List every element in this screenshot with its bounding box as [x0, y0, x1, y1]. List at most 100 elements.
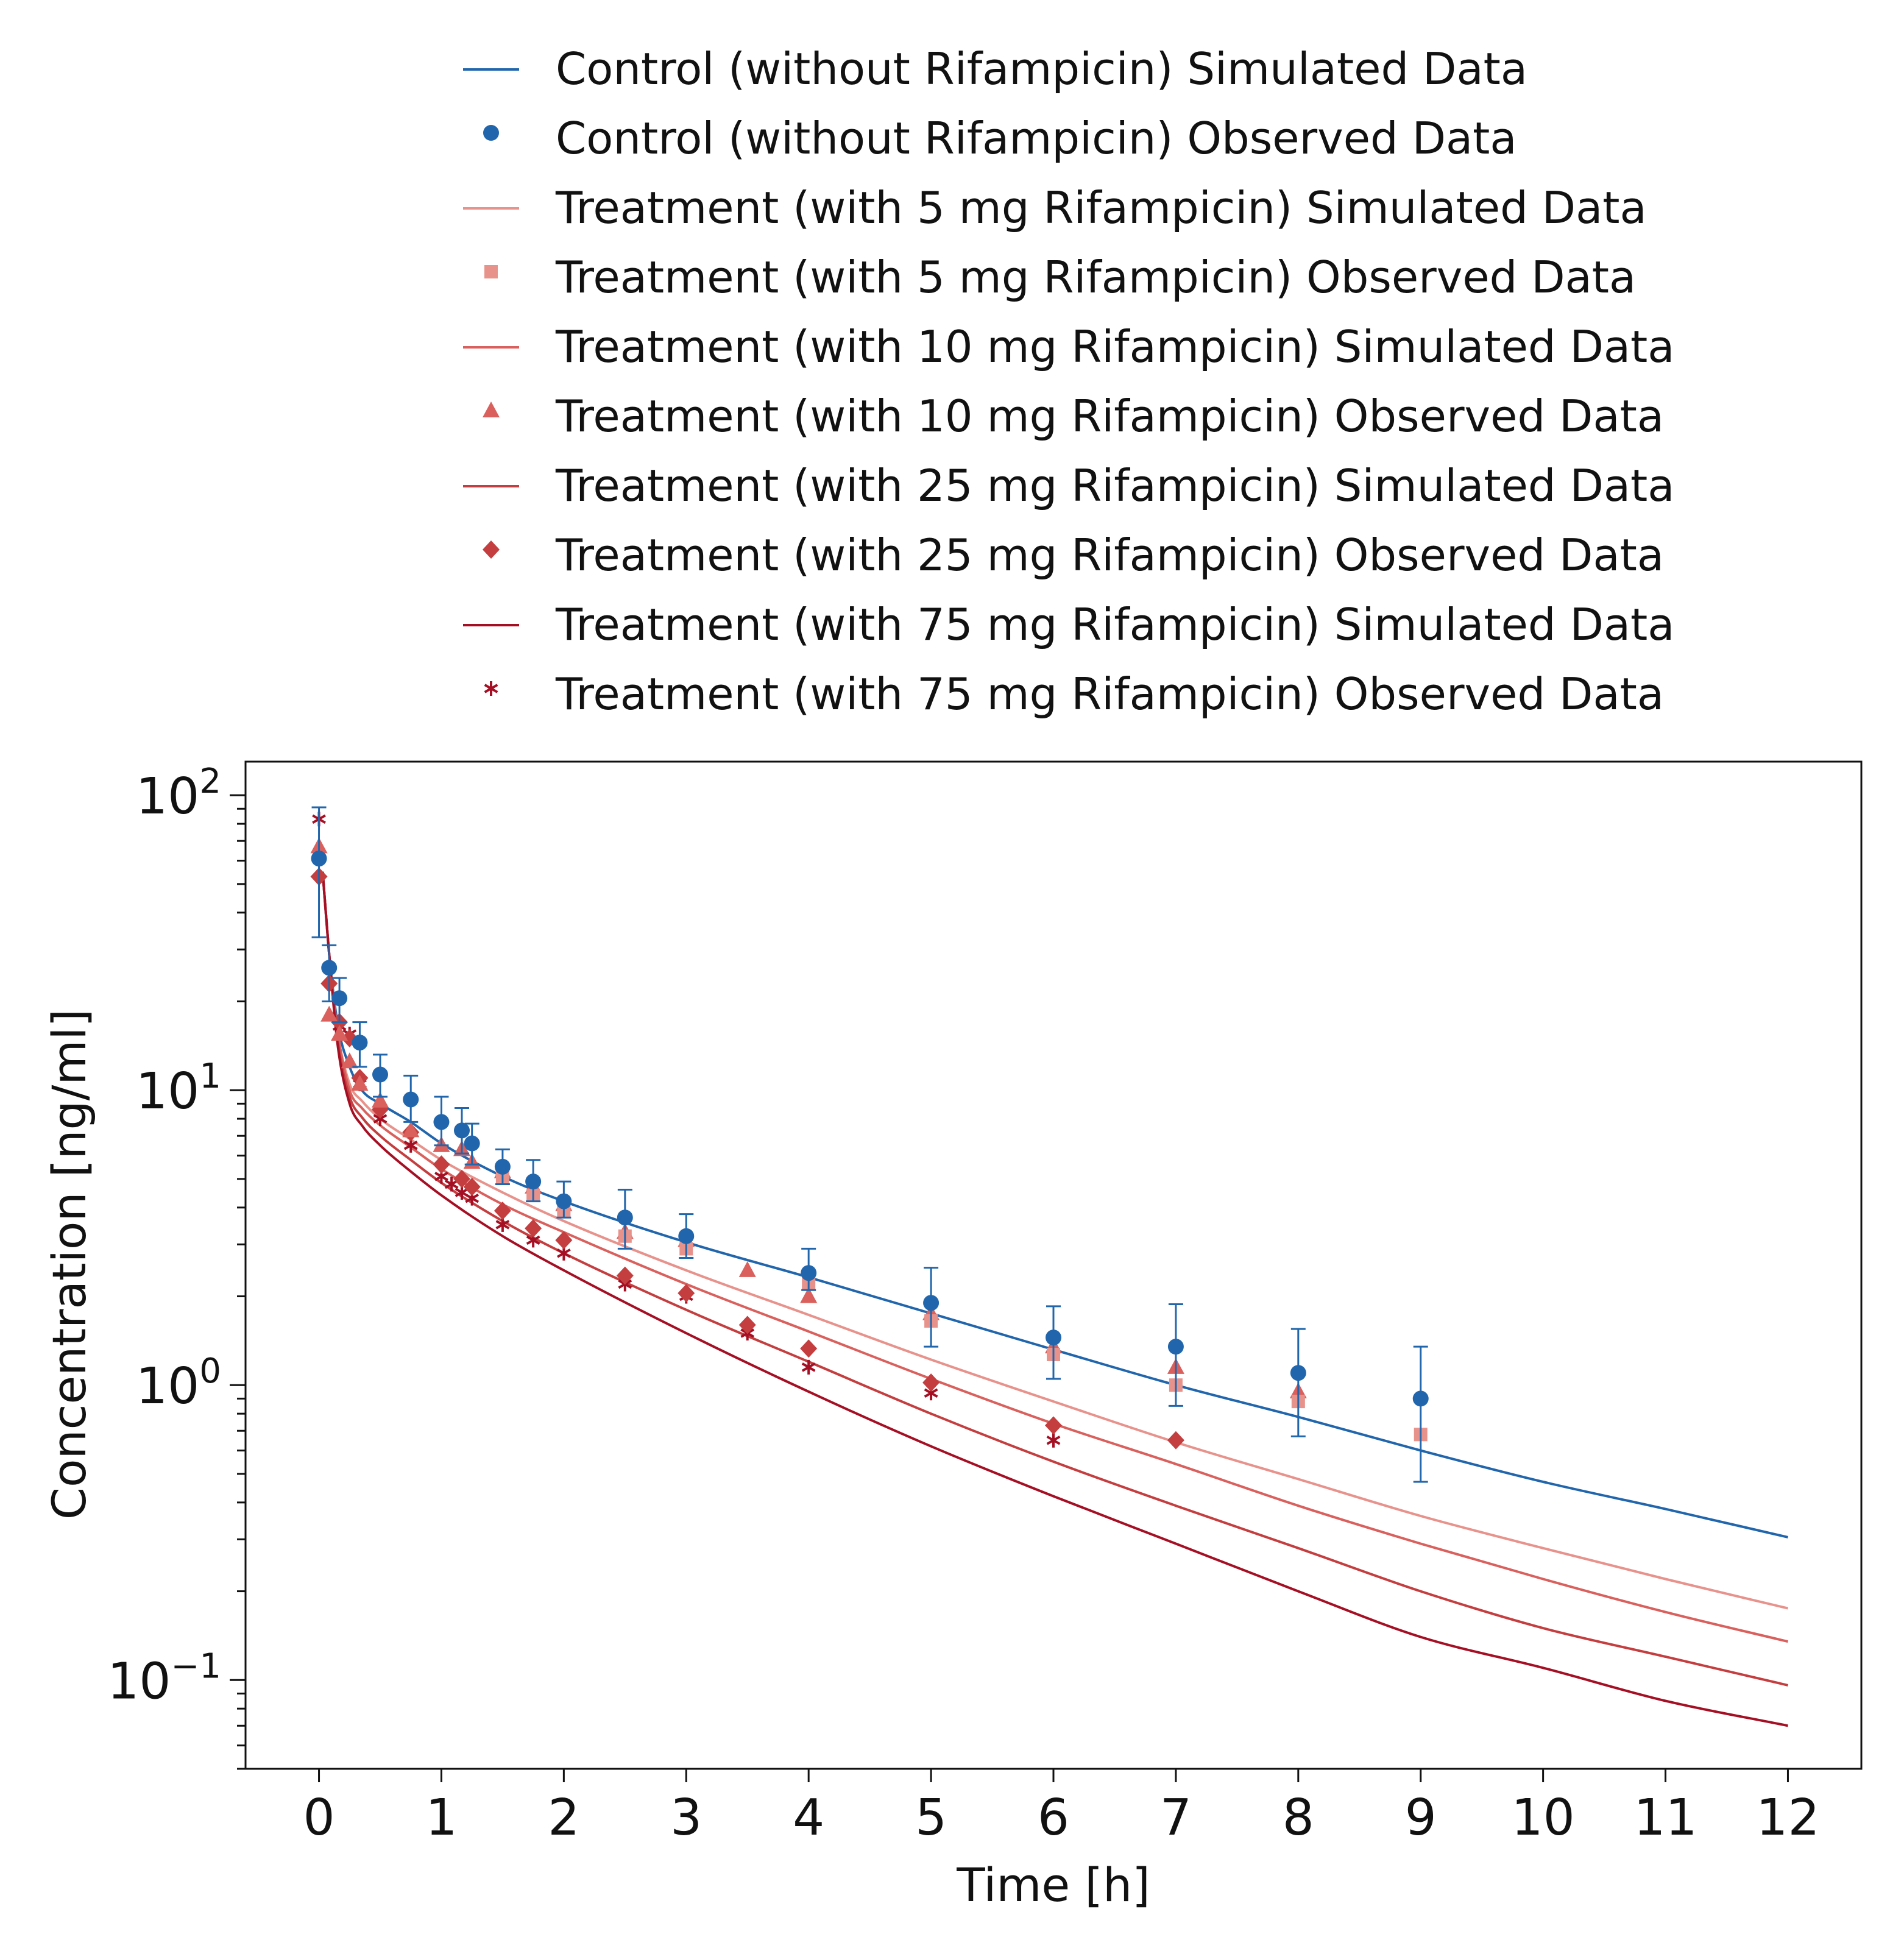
data-point	[311, 851, 327, 867]
simulated-line	[321, 871, 1788, 1687]
data-point	[800, 1339, 818, 1358]
data-point	[616, 1266, 634, 1285]
x-tick-label: 2	[548, 1789, 579, 1847]
legend-item: Treatment (with 25 mg Rifampicin) Simula…	[463, 460, 1674, 511]
legend-item: Treatment (with 75 mg Rifampicin) Observ…	[484, 668, 1664, 720]
data-point	[1412, 1390, 1429, 1407]
data-point	[525, 1174, 542, 1190]
legend-label: Treatment (with 75 mg Rifampicin) Simula…	[555, 599, 1674, 650]
data-point	[494, 1158, 511, 1175]
data-point	[494, 1202, 511, 1220]
observed-series-points	[310, 806, 1429, 1483]
legend-item: Treatment (with 10 mg Rifampicin) Simula…	[463, 321, 1674, 372]
x-axis: 0 1 2 3 4 5 6 7 8 9 10 11 12	[303, 1769, 1820, 1847]
legend-label: Treatment (with 5 mg Rifampicin) Observe…	[555, 252, 1636, 303]
legend-item: Treatment (with 75 mg Rifampicin) Simula…	[463, 599, 1674, 650]
legend-marker-triangle	[483, 402, 500, 417]
data-point	[1046, 1330, 1061, 1346]
legend-item: Treatment (with 10 mg Rifampicin) Observ…	[483, 391, 1664, 442]
observed-series-circle	[311, 806, 1429, 1483]
legend-item: Treatment (with 25 mg Rifampicin) Observ…	[483, 529, 1664, 581]
data-point	[321, 960, 338, 976]
data-point	[1290, 1365, 1306, 1381]
legend-label: Treatment (with 25 mg Rifampicin) Observ…	[555, 529, 1664, 581]
legend: Control (without Rifampicin) Simulated D…	[463, 43, 1674, 720]
legend-label: Control (without Rifampicin) Observed Da…	[556, 113, 1517, 164]
data-point	[331, 990, 348, 1007]
x-tick-label: 9	[1405, 1789, 1437, 1847]
legend-label: Treatment (with 10 mg Rifampicin) Observ…	[555, 391, 1664, 442]
data-point	[433, 1114, 450, 1130]
data-point	[464, 1135, 480, 1152]
data-point	[801, 1265, 817, 1281]
y-tick-label: 101	[136, 1057, 221, 1121]
data-point	[320, 1005, 338, 1022]
simulated-line	[321, 871, 1788, 1610]
data-point	[525, 1219, 542, 1238]
simulated-line	[321, 871, 1788, 1727]
x-tick-label: 7	[1160, 1789, 1192, 1847]
data-point	[372, 1066, 388, 1083]
data-point	[923, 1295, 940, 1311]
x-tick-label: 8	[1283, 1789, 1314, 1847]
y-axis: 10−1 100 101 102	[107, 762, 246, 1770]
x-tick-label: 1	[425, 1789, 457, 1847]
data-point	[352, 1035, 368, 1051]
legend-label: Treatment (with 75 mg Rifampicin) Observ…	[555, 668, 1664, 720]
data-point	[454, 1122, 470, 1139]
data-point	[738, 1261, 756, 1277]
data-point	[1045, 1416, 1062, 1435]
legend-label: Treatment (with 5 mg Rifampicin) Simulat…	[555, 182, 1647, 233]
data-point	[372, 1091, 389, 1108]
x-tick-label: 11	[1633, 1789, 1697, 1847]
legend-item: Treatment (with 5 mg Rifampicin) Observe…	[484, 252, 1636, 303]
data-point	[555, 1231, 573, 1250]
data-point	[463, 1177, 481, 1196]
data-point	[433, 1155, 450, 1174]
data-point	[801, 1359, 816, 1375]
legend-marker-circle	[483, 125, 499, 141]
y-tick-label: 102	[136, 762, 221, 826]
legend-marker-diamond	[483, 540, 500, 559]
legend-item: Treatment (with 5 mg Rifampicin) Simulat…	[463, 182, 1647, 233]
observed-series-diamond	[310, 867, 1184, 1450]
data-point	[453, 1169, 471, 1188]
legend-item: Control (without Rifampicin) Observed Da…	[483, 113, 1517, 164]
x-tick-label: 5	[915, 1789, 947, 1847]
data-point	[1046, 1432, 1061, 1448]
data-point	[444, 1177, 459, 1192]
data-point	[617, 1209, 633, 1226]
legend-marker-square	[484, 265, 498, 278]
x-tick-label: 0	[303, 1789, 334, 1847]
y-axis-title: Concentration [ng/ml]	[42, 1009, 96, 1520]
data-point	[738, 1315, 756, 1334]
x-tick-label: 3	[670, 1789, 702, 1847]
data-point	[341, 1052, 358, 1069]
simulated-line	[321, 871, 1788, 1643]
data-point	[678, 1284, 695, 1303]
legend-item: Control (without Rifampicin) Simulated D…	[463, 43, 1527, 94]
legend-label: Treatment (with 10 mg Rifampicin) Simula…	[555, 321, 1674, 372]
data-point	[351, 1074, 369, 1091]
x-axis-title: Time [h]	[956, 1858, 1150, 1912]
data-point	[800, 1287, 818, 1303]
data-point	[331, 1025, 349, 1041]
data-point	[402, 1121, 420, 1138]
y-tick-label: 100	[136, 1351, 221, 1415]
x-tick-label: 10	[1511, 1789, 1574, 1847]
data-point	[922, 1373, 940, 1392]
x-tick-label: 4	[793, 1789, 824, 1847]
data-point	[1167, 1431, 1184, 1450]
data-point	[403, 1091, 419, 1108]
legend-label: Treatment (with 25 mg Rifampicin) Simula…	[555, 460, 1674, 511]
legend-label: Control (without Rifampicin) Simulated D…	[556, 43, 1527, 94]
x-tick-label: 6	[1038, 1789, 1069, 1847]
legend-marker-star	[484, 681, 498, 696]
data-point	[678, 1228, 695, 1244]
data-point	[556, 1193, 572, 1209]
y-tick-label: 10−1	[107, 1646, 221, 1710]
x-tick-label: 12	[1756, 1789, 1819, 1847]
